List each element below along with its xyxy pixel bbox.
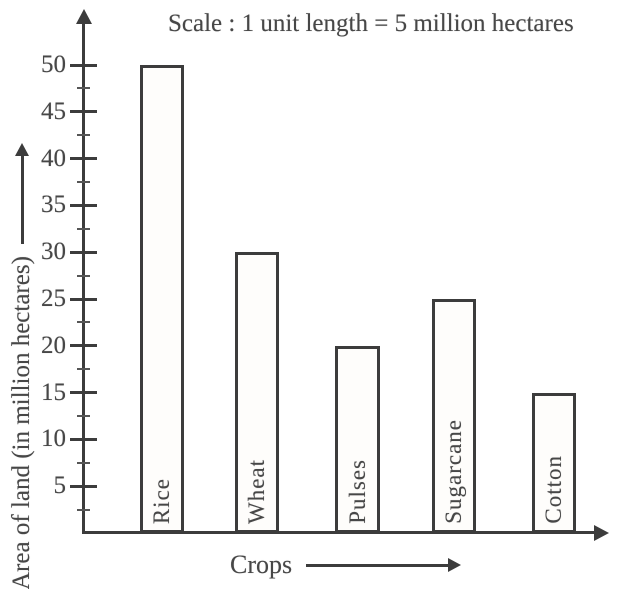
y-tick-label-25: 25: [41, 285, 66, 312]
y-tick-label-30: 30: [41, 238, 66, 266]
y-tick-25: [70, 297, 97, 301]
bar-label-rice: Rice: [149, 477, 174, 524]
y-minor-tick: [77, 134, 90, 137]
y-minor-tick: [77, 87, 90, 90]
y-axis-arrow-icon: [76, 9, 92, 24]
bar-pulses: Pulses: [335, 345, 380, 533]
y-tick-20: [70, 344, 97, 348]
chart-title: Scale : 1 unit length = 5 million hectar…: [168, 10, 574, 37]
y-minor-tick: [77, 461, 90, 464]
y-tick-label-5: 5: [53, 472, 67, 500]
y-minor-tick: [77, 508, 90, 511]
y-tick-50: [70, 63, 97, 67]
bar-label-cotton: Cotton: [541, 455, 566, 524]
y-tick-35: [70, 203, 97, 207]
bar-cotton: Cotton: [532, 392, 576, 533]
y-tick-label-10: 10: [41, 425, 66, 453]
y-minor-tick: [77, 368, 90, 371]
y-tick-label-15: 15: [41, 378, 66, 406]
y-tick-label-20: 20: [41, 331, 66, 359]
bar-rice: Rice: [140, 65, 184, 533]
y-tick-10: [70, 437, 97, 441]
y-minor-tick: [77, 274, 90, 277]
y-tick-45: [70, 110, 97, 114]
y-minor-tick: [77, 227, 90, 230]
y-tick-40: [70, 157, 97, 161]
x-axis-arrow-icon: [594, 525, 609, 541]
y-tick-30: [70, 250, 97, 254]
x-axis-title: Crops: [230, 549, 462, 581]
y-tick-15: [70, 391, 97, 395]
y-tick-label-35: 35: [41, 191, 66, 219]
y-minor-tick: [77, 181, 90, 183]
y-tick-5: [70, 484, 97, 488]
x-axis-title-text: Crops: [230, 550, 293, 579]
right-arrow-shaft: [306, 563, 449, 567]
bar-label-sugarcane: Sugarcane: [441, 419, 466, 524]
y-minor-tick: [77, 321, 90, 324]
bar-label-pulses: Pulses: [344, 459, 370, 524]
bar-wheat: Wheat: [235, 252, 279, 533]
bar-sugarcane: Sugarcane: [432, 299, 476, 533]
right-arrow-icon: [306, 558, 462, 572]
y-tick-label-40: 40: [41, 144, 66, 172]
y-tick-label-50: 50: [41, 51, 66, 78]
y-axis-line: [82, 22, 85, 534]
bar-label-wheat: Wheat: [244, 458, 269, 524]
y-minor-tick: [77, 415, 90, 417]
right-arrow-head: [448, 558, 462, 572]
y-tick-label-45: 45: [41, 97, 66, 125]
